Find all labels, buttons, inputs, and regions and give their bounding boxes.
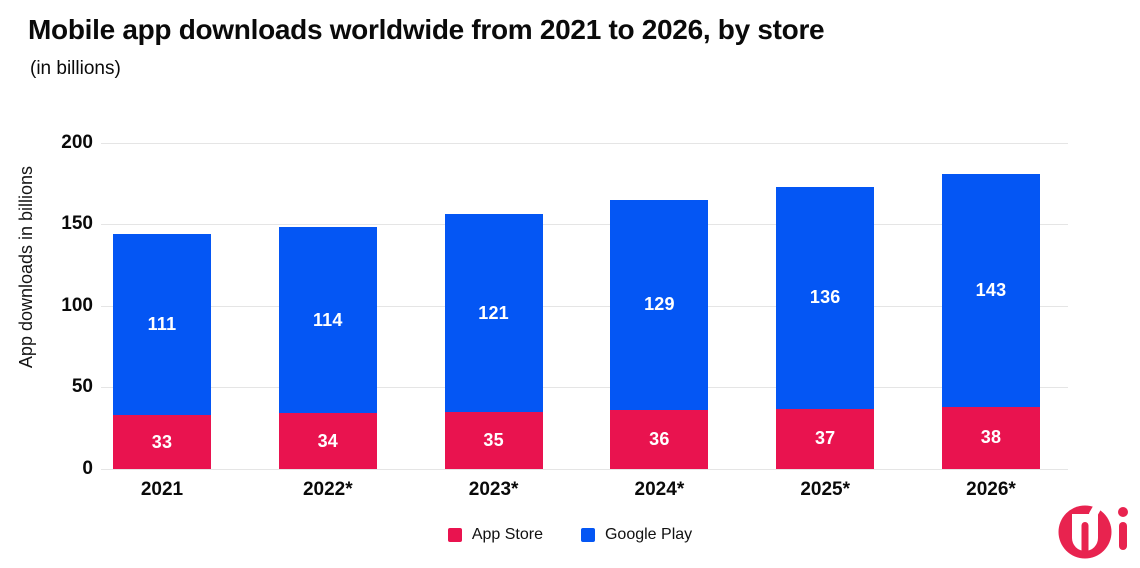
bar-2021: 111 33 bbox=[113, 233, 211, 469]
bar-value-label: 114 bbox=[312, 309, 343, 330]
bar-2026: 143 38 bbox=[942, 173, 1040, 469]
chart-subtitle: (in billions) bbox=[30, 58, 121, 79]
x-axis-label: 2026* bbox=[966, 479, 1016, 500]
bar-2022: 114 34 bbox=[278, 227, 377, 469]
legend-swatch bbox=[580, 528, 595, 542]
y-tick-label: 200 bbox=[61, 131, 93, 153]
legend-label: App Store bbox=[471, 526, 543, 543]
legend-item-app-store: App Store bbox=[447, 526, 543, 544]
bar-value-label: 111 bbox=[147, 314, 177, 334]
y-tick-label: 100 bbox=[61, 294, 93, 316]
bar-segment-google-play: 129 bbox=[610, 199, 709, 411]
x-axis-label: 2021 bbox=[140, 479, 184, 500]
legend-item-google-play: Google Play bbox=[580, 526, 693, 544]
bar-segment-app-store: 34 bbox=[278, 413, 377, 469]
y-tick-label: 50 bbox=[71, 376, 93, 398]
bar-2025: 136 37 bbox=[776, 186, 875, 469]
bar-segment-google-play: 121 bbox=[444, 214, 543, 412]
y-axis-title: App downloads in billions bbox=[16, 165, 36, 369]
bar-segment-app-store: 38 bbox=[942, 406, 1040, 469]
mi-logo-graphic bbox=[1058, 498, 1128, 559]
bar-segment-google-play: 111 bbox=[113, 233, 211, 416]
x-axis-label: 2025* bbox=[800, 479, 851, 500]
mi-brand-logo bbox=[1056, 498, 1134, 562]
bar-2024: 129 36 bbox=[610, 199, 709, 469]
bar-value-label: 143 bbox=[975, 279, 1007, 300]
bar-value-label: 33 bbox=[151, 431, 173, 452]
gridline bbox=[101, 469, 1068, 470]
x-axis-label: 2023* bbox=[468, 479, 519, 500]
bar-2023: 121 35 bbox=[444, 214, 543, 469]
bar-segment-app-store: 35 bbox=[444, 411, 543, 469]
bar-value-label: 38 bbox=[980, 427, 1002, 448]
x-axis-label: 2024* bbox=[634, 479, 685, 500]
bar-value-label: 37 bbox=[814, 428, 836, 449]
chart-title: Mobile app downloads worldwide from 2021… bbox=[28, 14, 825, 45]
legend: App Store Google Play bbox=[0, 526, 1140, 544]
bar-segment-google-play: 143 bbox=[942, 173, 1040, 407]
bar-segment-google-play: 114 bbox=[278, 227, 377, 414]
gridline bbox=[101, 142, 1068, 144]
y-tick-label: 0 bbox=[82, 458, 93, 479]
bar-segment-app-store: 33 bbox=[113, 415, 211, 469]
bar-segment-app-store: 37 bbox=[776, 408, 875, 469]
gridline bbox=[101, 387, 1068, 389]
y-tick-label: 150 bbox=[61, 213, 93, 235]
bar-value-label: 36 bbox=[649, 429, 670, 450]
bar-segment-google-play: 136 bbox=[776, 186, 875, 409]
gridline bbox=[101, 305, 1068, 307]
bar-value-label: 121 bbox=[478, 302, 509, 323]
gridline bbox=[101, 224, 1068, 226]
bar-value-label: 34 bbox=[317, 430, 338, 451]
legend-label: Google Play bbox=[604, 526, 693, 543]
legend-swatch bbox=[447, 528, 462, 542]
bar-value-label: 35 bbox=[483, 429, 504, 450]
bar-value-label: 129 bbox=[644, 294, 675, 315]
bar-value-label: 136 bbox=[809, 287, 841, 308]
bar-segment-app-store: 36 bbox=[610, 410, 709, 469]
x-axis-label: 2022* bbox=[302, 479, 353, 500]
